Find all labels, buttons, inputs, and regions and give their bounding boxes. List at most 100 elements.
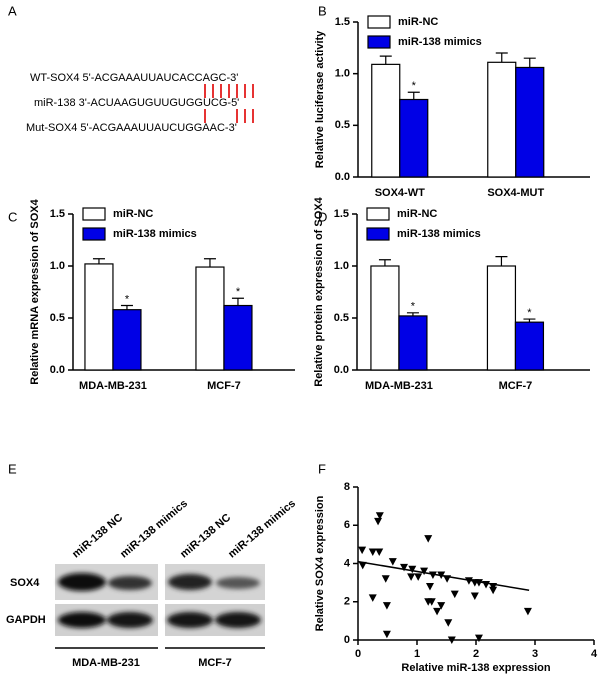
error-bar <box>379 55 392 65</box>
scatter-point <box>368 594 377 602</box>
panel-label: E <box>8 461 17 476</box>
significance-mark: * <box>236 286 241 298</box>
y-tick-label: 1.5 <box>335 16 350 28</box>
y-axis-label: Relative mRNA expression of SOX4 <box>29 198 41 384</box>
y-tick-label: 1.5 <box>334 208 349 220</box>
x-tick-label: 0 <box>355 648 361 660</box>
error-bar <box>120 304 133 310</box>
scatter-point <box>382 630 391 639</box>
bar <box>487 61 517 178</box>
panel-label: C <box>8 209 17 224</box>
y-tick-label: 0.5 <box>50 312 65 324</box>
y-tick-label: 0.5 <box>335 119 350 131</box>
sequence-alignment: WT-SOX4 5'-ACGAAAUUAUCACCAGC-3' miR-138 … <box>26 72 254 134</box>
pairing-lines <box>204 84 254 123</box>
scatter-point <box>388 558 397 566</box>
legend-swatch <box>366 227 390 241</box>
row-label: SOX4 <box>10 577 40 589</box>
y-tick-label: 2 <box>344 596 350 608</box>
bar <box>371 63 401 178</box>
scatter-point <box>425 582 434 591</box>
scatter-point <box>464 577 473 585</box>
panel-label: D <box>318 209 327 224</box>
legend-label: miR-138 mimics <box>397 228 481 240</box>
scatter-point <box>470 592 479 601</box>
y-tick-label: 1.0 <box>334 260 349 272</box>
scatter-point <box>381 575 390 583</box>
significance-mark: * <box>527 307 532 319</box>
error-bar <box>92 258 105 264</box>
lane-label: miR-138 NC <box>70 512 125 561</box>
bar <box>486 265 517 371</box>
scatter-point <box>358 561 367 570</box>
y-axis-label: Relative SOX4 expression <box>314 495 326 631</box>
scatter-point <box>408 565 417 574</box>
y-tick-label: 0.0 <box>50 364 65 376</box>
bar <box>515 66 545 178</box>
bar <box>514 321 545 371</box>
x-tick-label: MCF-7 <box>207 380 241 392</box>
group-label: MCF-7 <box>198 657 232 669</box>
bar <box>195 266 225 371</box>
scatter-point <box>437 602 446 610</box>
x-tick-label: MCF-7 <box>499 380 533 392</box>
x-tick-label: MDA-MB-231 <box>79 380 147 392</box>
x-tick-label: SOX4-WT <box>375 187 425 199</box>
scatter-point <box>374 517 383 526</box>
scatter-point <box>358 546 367 555</box>
y-tick-label: 8 <box>344 481 350 493</box>
y-tick-label: 6 <box>344 519 350 531</box>
bar <box>84 263 114 371</box>
significance-mark: * <box>412 80 417 92</box>
error-bar <box>523 57 536 68</box>
legend-swatch <box>367 15 391 29</box>
x-tick-label: 1 <box>414 648 420 660</box>
group-label: MDA-MB-231 <box>72 657 140 669</box>
scatter-point <box>414 573 423 581</box>
error-bar <box>495 52 508 63</box>
y-tick-label: 1.5 <box>50 208 65 220</box>
scatter-point <box>400 563 409 572</box>
y-tick-label: 1.0 <box>335 68 350 80</box>
sequence: WT-SOX4 5'-ACGAAAUUAUCACCAGC-3' <box>30 72 238 84</box>
panel-label: F <box>318 461 326 476</box>
error-bar <box>407 91 420 100</box>
scatter-point <box>444 619 453 627</box>
legend-label: miR-NC <box>398 16 438 28</box>
scatter-point <box>447 636 456 644</box>
error-bar <box>406 312 419 316</box>
x-tick-label: SOX4-MUT <box>487 187 544 199</box>
scatter-point <box>407 573 416 581</box>
legend-swatch <box>82 207 106 221</box>
error-bar <box>523 318 536 323</box>
scatter-point <box>375 512 384 520</box>
legend-label: miR-138 mimics <box>113 228 197 240</box>
legend-swatch <box>82 227 106 241</box>
scatter-point <box>420 567 429 576</box>
x-tick-label: 3 <box>532 648 538 660</box>
significance-mark: * <box>411 301 416 313</box>
legend-swatch <box>366 207 390 221</box>
legend-label: miR-NC <box>113 208 153 220</box>
bar <box>112 309 142 371</box>
lane-label: miR-138 NC <box>178 512 233 561</box>
legend-label: miR-NC <box>397 208 437 220</box>
scatter-point <box>523 607 532 616</box>
legend-swatch <box>367 35 391 49</box>
legend-label: miR-138 mimics <box>398 36 482 48</box>
x-tick-label: 4 <box>591 648 598 660</box>
bar <box>399 98 429 178</box>
panel-label: B <box>318 3 327 18</box>
row-label: GAPDH <box>6 614 46 626</box>
sequence: Mut-SOX4 5'-ACGAAAUUAUCUGGAAC-3' <box>26 122 237 134</box>
x-tick-label: MDA-MB-231 <box>365 380 433 392</box>
x-axis-label: Relative miR-138 expression <box>401 662 550 674</box>
y-tick-label: 0.0 <box>334 364 349 376</box>
significance-mark: * <box>125 293 130 305</box>
error-bar <box>231 297 244 306</box>
scatter-point <box>368 548 377 557</box>
y-axis-label: Relative protein expression of SOX4 <box>313 196 325 386</box>
y-axis-label: Relative luciferase activity <box>314 30 326 168</box>
bar <box>223 304 253 371</box>
